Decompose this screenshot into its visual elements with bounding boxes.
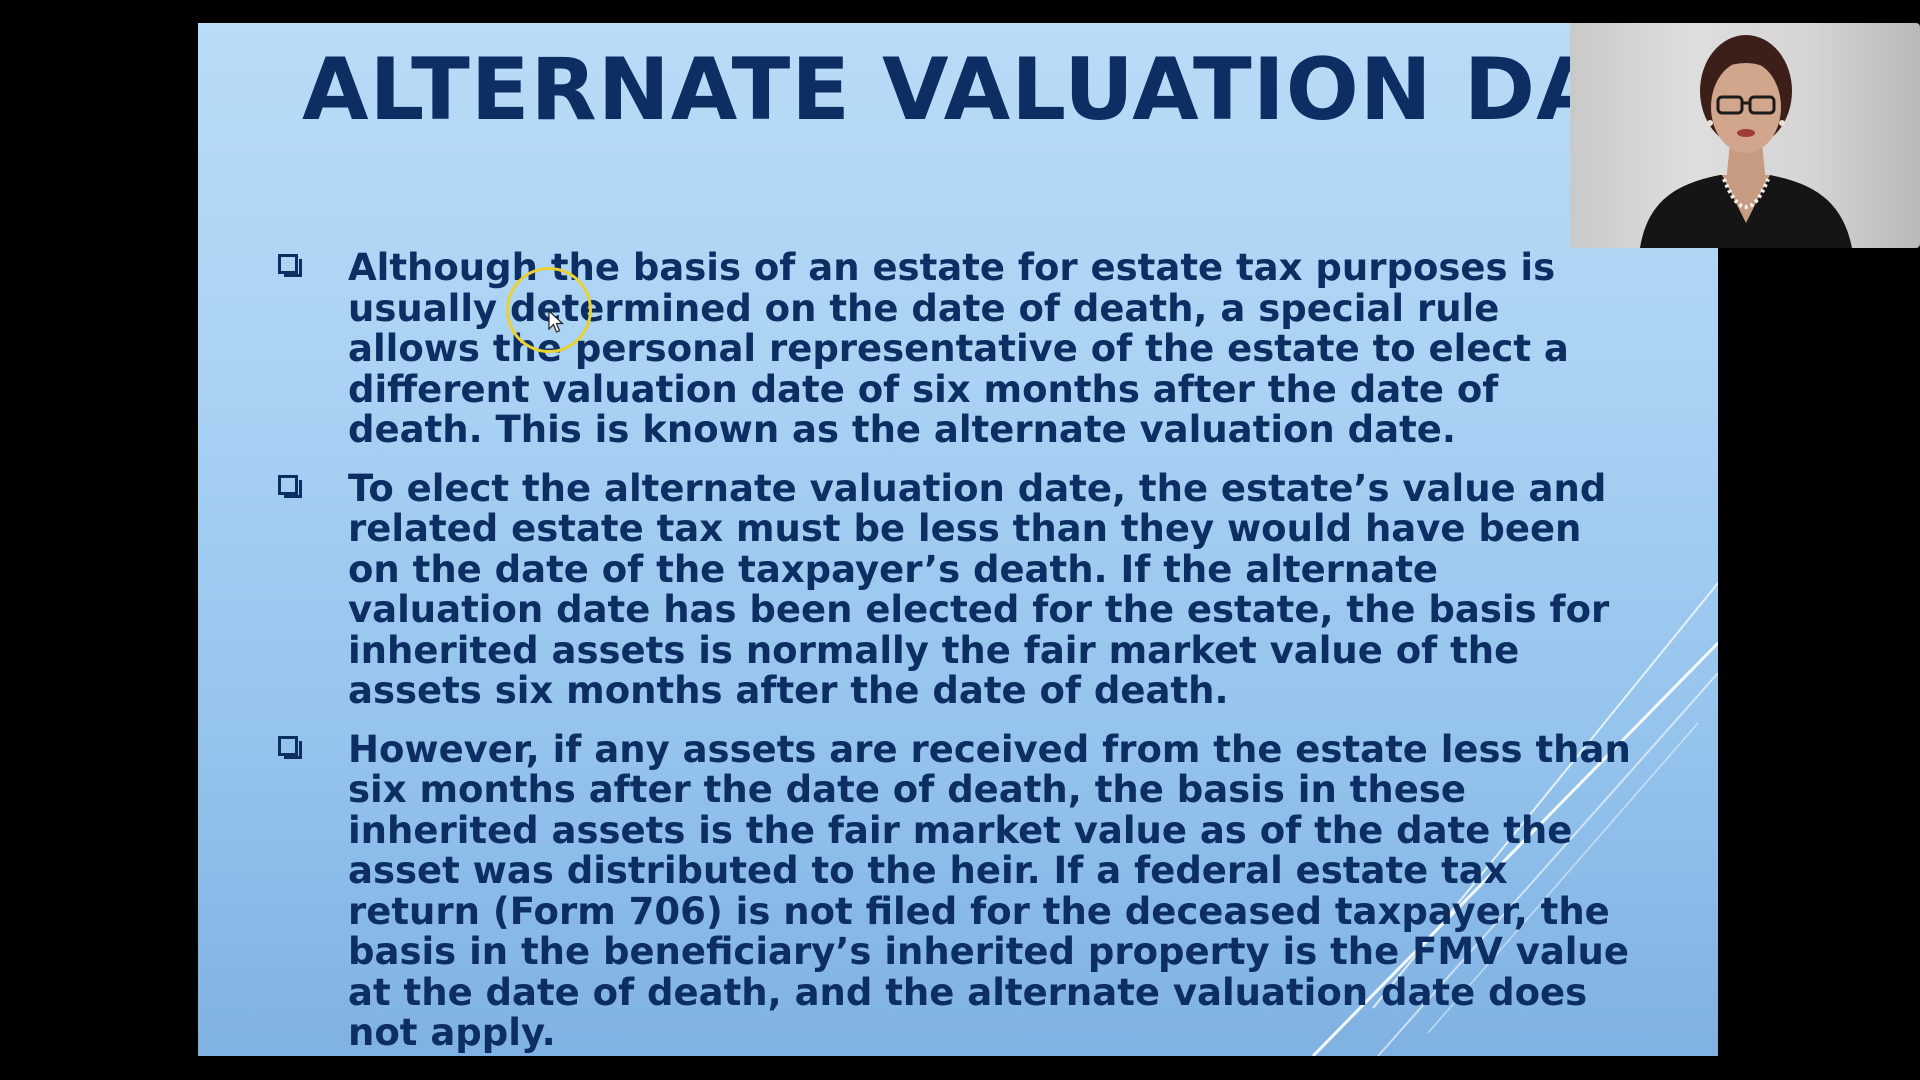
bullet-text: However, if any assets are received from… [348,727,1631,1054]
slide-title: ALTERNATE VALUATION DATE [302,40,1717,140]
bullet-text: To elect the alternate valuation date, t… [348,466,1610,712]
bullet-item: To elect the alternate valuation date, t… [278,466,1638,712]
checkbox-square-icon [278,474,302,498]
bullet-item: Although the basis of an estate for esta… [278,247,1638,451]
bullet-list: Although the basis of an estate for esta… [278,247,1638,1056]
presenter-webcam [1570,23,1920,248]
presentation-slide: ALTERNATE VALUATION DATE Although the ba… [198,23,1718,1056]
presenter-figure [1640,35,1852,248]
checkbox-square-icon [278,254,302,277]
bullet-item: However, if any assets are received from… [278,727,1638,1054]
cursor-highlight-ring [506,267,592,353]
mouse-pointer-icon [548,310,564,333]
checkbox-square-icon [278,735,302,759]
